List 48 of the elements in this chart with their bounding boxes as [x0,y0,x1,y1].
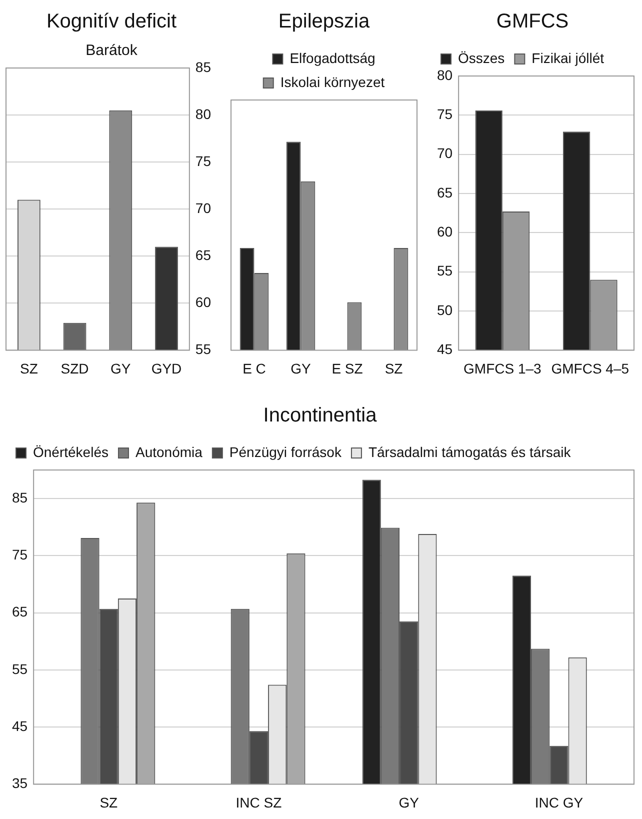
legend-label: Iskolai környezet [280,74,385,90]
x-tick-label: SZD [60,360,89,376]
x-tick-label: GY [290,360,312,376]
y-tick-label: 80 [436,66,453,83]
x-tick-label: SZ [20,360,38,376]
y-tick-label: 35 [12,775,28,792]
legend-label: Autonómia [135,444,203,460]
y2-tick-label: 75 [195,152,212,169]
y-tick-label: 45 [436,341,453,358]
chart-subtitle: Barátok [86,42,138,60]
y-tick-label: 65 [436,184,453,200]
y2-tick-label: 65 [195,246,212,263]
y-tick-label: 45 [12,718,28,734]
legend-label: Pénzügyi források [229,444,342,460]
y-tick-label: 55 [436,262,453,279]
x-tick-label: INC GY [534,794,584,810]
x-tick-label: GMFCS 4–5 [551,360,630,376]
legend-label: Összes [458,50,505,66]
legend-label: Önértékelés [33,444,108,460]
y-tick-label: 85 [12,489,28,506]
y-tick-label: 70 [436,145,453,162]
legend-label: Fizikai jóllét [532,50,604,66]
chart-title: Incontinentia [263,404,378,427]
y-tick-label: 75 [436,106,453,122]
legend-label: Társadalmi támogatás és társaik [368,444,572,460]
chart-title: GMFCS [496,10,569,33]
x-tick-label: GYD [151,360,182,376]
x-tick-label: E SZ [332,360,364,376]
y-tick-label: 60 [436,224,453,240]
y2-tick-label: 60 [195,294,212,310]
y2-tick-label: 55 [195,341,212,358]
y-tick-label: 50 [436,302,453,318]
y-tick-label: 65 [12,604,28,620]
chart-title: Epilepszia [278,10,370,33]
x-tick-label: GY [110,360,132,376]
x-tick-label: GY [398,794,420,810]
x-tick-label: SZ [384,360,404,376]
y2-tick-label: 80 [195,106,212,122]
x-tick-label: E C [242,360,266,376]
legend-label: Elfogadottság [290,50,376,66]
chart-title: Kognitív deficit [46,10,177,33]
y-tick-label: 75 [12,546,28,563]
x-tick-label: INC SZ [236,794,282,810]
x-tick-label: SZ [100,794,118,810]
x-tick-label: GMFCS 1–3 [464,360,542,376]
y2-tick-label: 70 [195,200,212,216]
y-tick-label: 55 [12,660,28,677]
y2-tick-label: 85 [195,58,212,75]
